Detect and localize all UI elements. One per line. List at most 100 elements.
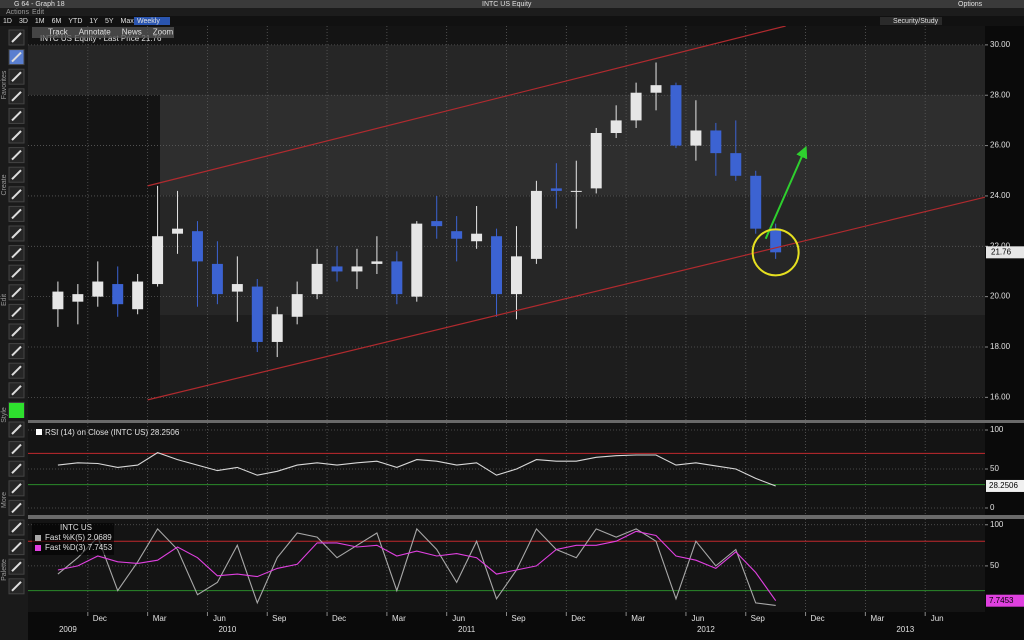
tool-glyph bbox=[11, 228, 22, 239]
stochastic-legend: Fast %K(5) 2.0689 bbox=[45, 533, 112, 542]
toolbar-section-label: Style bbox=[1, 407, 8, 423]
stochastic-plot bbox=[28, 519, 985, 612]
x-tick-label: Dec bbox=[571, 614, 585, 623]
y-tick-label: 22.00 bbox=[990, 241, 1011, 250]
year-label: 2012 bbox=[697, 625, 715, 634]
candle-body bbox=[530, 190, 542, 259]
chart-tool-button[interactable]: Track bbox=[48, 28, 69, 37]
x-tick-label: Sep bbox=[511, 614, 526, 623]
period-button[interactable]: 3D bbox=[19, 18, 28, 25]
security-study-label: Security/Study bbox=[893, 18, 939, 25]
last-value-box bbox=[986, 594, 1024, 607]
y-tick-label: 50 bbox=[990, 561, 999, 570]
tool-glyph bbox=[11, 130, 22, 141]
candle-body bbox=[491, 236, 503, 295]
color-swatch[interactable] bbox=[9, 403, 24, 418]
candle-body bbox=[650, 85, 662, 93]
candle-body bbox=[610, 120, 622, 133]
legend-label: INTC US Equity - Last Price bbox=[40, 34, 140, 43]
title-bar bbox=[0, 0, 1024, 8]
menu-item[interactable]: Edit bbox=[32, 9, 44, 16]
candle-body bbox=[411, 223, 423, 297]
y-tick-label: 28.00 bbox=[990, 90, 1011, 99]
x-tick-label: Mar bbox=[870, 614, 884, 623]
candle-body bbox=[371, 261, 383, 264]
tool-glyph bbox=[11, 483, 22, 494]
legend-swatch bbox=[36, 429, 42, 435]
x-tick-label: Dec bbox=[332, 614, 346, 623]
frequency-dropdown[interactable] bbox=[134, 17, 170, 25]
candle-body bbox=[570, 190, 582, 192]
candle-body bbox=[510, 256, 522, 295]
chart-tool-button[interactable]: Zoom bbox=[153, 28, 174, 37]
candle-body bbox=[92, 281, 104, 297]
candle-body bbox=[471, 233, 483, 242]
x-tick-label: Mar bbox=[392, 614, 406, 623]
last-value-label: 7.7453 bbox=[989, 596, 1014, 605]
tool-glyph bbox=[11, 51, 22, 63]
x-tick-label: Mar bbox=[153, 614, 167, 623]
options-button[interactable]: Options bbox=[958, 1, 983, 8]
candle-body bbox=[351, 266, 363, 272]
period-button[interactable]: YTD bbox=[68, 18, 82, 25]
menu-item[interactable]: Actions bbox=[6, 9, 29, 16]
y-tick-label: 100 bbox=[990, 425, 1004, 434]
candle-body bbox=[132, 281, 144, 310]
stochastic-panel bbox=[28, 519, 985, 612]
candle-body bbox=[251, 286, 263, 342]
chart-tool-button[interactable]: Annotate bbox=[79, 28, 112, 37]
rsi-plot bbox=[28, 423, 985, 515]
period-button[interactable]: 5Y bbox=[105, 18, 114, 25]
legend-label: Fast %K(5) bbox=[45, 533, 85, 542]
year-label: 2011 bbox=[458, 625, 476, 634]
x-tick-label: Jun bbox=[691, 614, 704, 623]
tool-glyph bbox=[11, 247, 22, 259]
x-tick-label: Mar bbox=[631, 614, 645, 623]
candle-body bbox=[730, 153, 742, 176]
period-button[interactable]: 1D bbox=[3, 18, 12, 25]
candle-body bbox=[172, 228, 184, 234]
tool-glyph bbox=[11, 306, 22, 318]
tool-glyph bbox=[11, 424, 22, 435]
candle-body bbox=[550, 188, 562, 191]
candle-body bbox=[291, 294, 303, 317]
price-legend: INTC US Equity - Last Price 21.76 bbox=[40, 34, 162, 43]
tool-glyph bbox=[11, 208, 22, 220]
security-study-button[interactable] bbox=[880, 17, 942, 25]
candle-body bbox=[750, 175, 762, 229]
stochastic-title: INTC US bbox=[60, 523, 92, 532]
toolbar-section-label: More bbox=[1, 492, 8, 508]
period-button[interactable]: 6M bbox=[52, 18, 62, 25]
price-band bbox=[160, 95, 985, 195]
price-plot bbox=[28, 26, 985, 420]
year-label: 2010 bbox=[218, 625, 236, 634]
tool-glyph bbox=[11, 561, 22, 572]
legend-label: Fast %D(3) bbox=[45, 543, 86, 552]
legend-swatch bbox=[35, 545, 41, 551]
y-tick-label: 50 bbox=[990, 464, 999, 473]
candle-body bbox=[152, 236, 164, 285]
period-button[interactable]: Max bbox=[121, 18, 135, 25]
tool-glyph bbox=[11, 502, 22, 514]
period-bar bbox=[0, 16, 1024, 26]
trend-line bbox=[147, 196, 985, 401]
tool-glyph bbox=[11, 541, 22, 553]
period-button[interactable]: 1M bbox=[35, 18, 45, 25]
tool-glyph bbox=[11, 463, 22, 474]
period-button[interactable]: 1Y bbox=[89, 18, 98, 25]
candle-body bbox=[231, 284, 243, 292]
tool-glyph bbox=[11, 385, 22, 396]
chart-tool-button[interactable]: News bbox=[122, 28, 142, 37]
y-tick-label: 100 bbox=[990, 520, 1004, 529]
panel-divider bbox=[28, 420, 1024, 423]
candle-body bbox=[590, 132, 602, 189]
menu-bar bbox=[0, 8, 1024, 16]
y-tick-label: 30.00 bbox=[990, 40, 1011, 49]
candle-body bbox=[710, 130, 722, 154]
candle-body bbox=[331, 266, 343, 272]
toolbar-section-label: Create bbox=[1, 174, 8, 195]
tool-glyph bbox=[11, 443, 22, 455]
y-tick-label: 24.00 bbox=[990, 191, 1011, 200]
legend-value: 7.7453 bbox=[88, 543, 113, 552]
